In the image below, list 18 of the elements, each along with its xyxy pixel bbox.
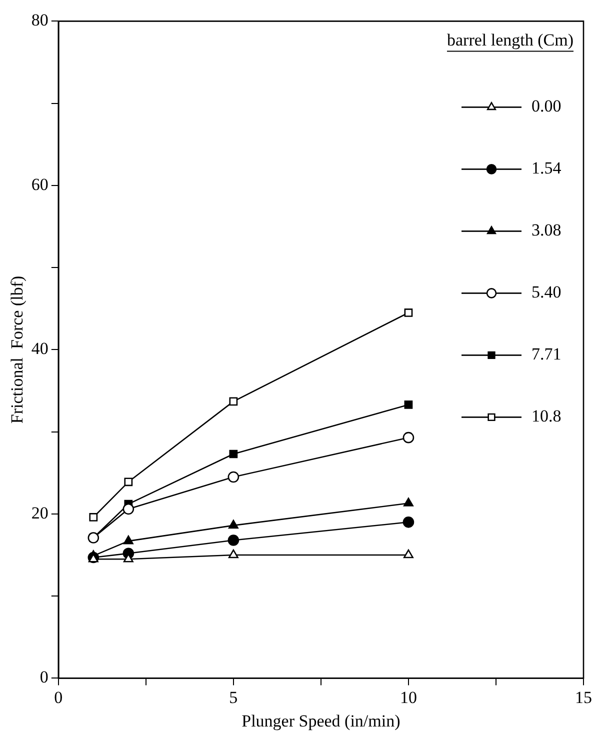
x-tick-label: 15	[575, 688, 592, 707]
y-tick-label: 60	[31, 174, 48, 194]
y-tick-label: 20	[31, 503, 48, 522]
legend-label: 5.40	[532, 282, 562, 302]
legend-label: 7.71	[532, 344, 562, 364]
legend-label: 0.00	[532, 96, 562, 116]
y-tick-label: 80	[31, 10, 48, 30]
x-tick-label: 10	[400, 688, 417, 707]
x-axis-title: Plunger Speed (in/min)	[242, 711, 400, 730]
x-tick-label: 5	[229, 688, 238, 707]
y-tick-label: 0	[40, 668, 48, 687]
x-tick-label: 0	[54, 688, 63, 707]
y-tick-label: 40	[31, 339, 48, 358]
legend-label: 10.8	[532, 406, 562, 426]
legend-label: 3.08	[532, 220, 562, 240]
legend-label: 1.54	[532, 158, 562, 178]
y-axis-title: Frictional Force (lbf)	[8, 276, 27, 424]
legend-title: barrel length (Cm)	[446, 30, 574, 50]
